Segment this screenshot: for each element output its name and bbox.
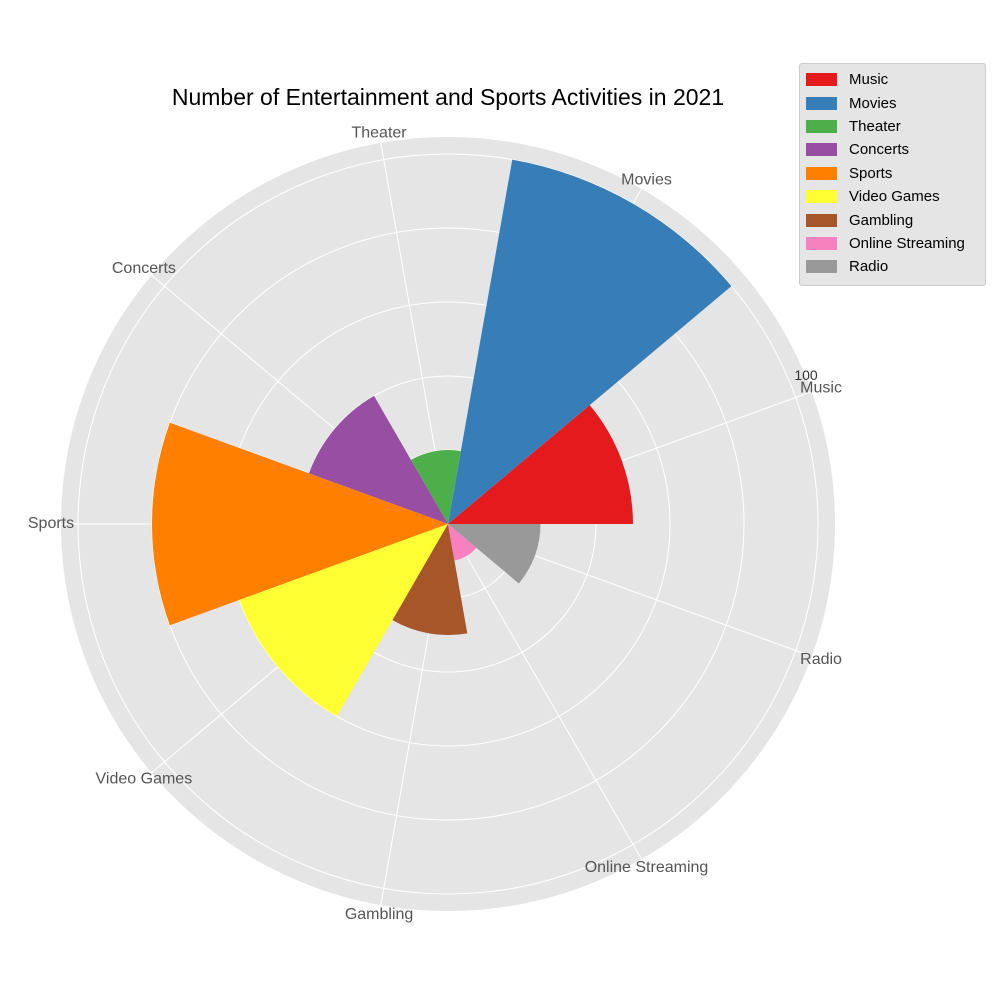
legend-swatch bbox=[806, 119, 837, 133]
legend-swatch bbox=[806, 166, 837, 180]
bar-online-streaming bbox=[448, 524, 477, 561]
legend-swatch bbox=[806, 213, 837, 227]
chart-title: Number of Entertainment and Sports Activ… bbox=[172, 84, 724, 110]
legend-item-sports: Sports bbox=[800, 162, 985, 185]
category-label-radio: Radio bbox=[800, 651, 842, 668]
bar-concerts bbox=[308, 395, 448, 524]
category-label-gambling: Gambling bbox=[345, 906, 413, 923]
legend-item-video-games: Video Games bbox=[800, 185, 985, 208]
category-label-online-streaming: Online Streaming bbox=[585, 859, 709, 876]
legend-swatch bbox=[806, 143, 837, 157]
legend-label: Radio bbox=[849, 258, 889, 276]
category-label-sports: Sports bbox=[28, 515, 74, 532]
legend-item-music: Music bbox=[800, 68, 985, 91]
legend-label: Theater bbox=[849, 117, 901, 135]
legend-label: Online Streaming bbox=[849, 234, 965, 252]
bar-video-games bbox=[239, 524, 448, 717]
legend-item-gambling: Gambling bbox=[800, 208, 985, 231]
category-label-movies: Movies bbox=[621, 171, 672, 188]
legend-item-concerts: Concerts bbox=[800, 138, 985, 161]
category-label-video-games: Video Games bbox=[96, 770, 193, 787]
category-label-theater: Theater bbox=[351, 124, 407, 141]
radial-tick-label: 100 bbox=[794, 367, 818, 383]
legend-label: Movies bbox=[849, 94, 897, 112]
legend-label: Music bbox=[849, 71, 889, 89]
bar-radio bbox=[448, 524, 541, 584]
angular-gridline bbox=[447, 523, 642, 860]
legend-label: Video Games bbox=[849, 188, 940, 206]
legend-item-radio: Radio bbox=[800, 255, 985, 278]
legend: Music Movies Theater Concerts Sports Video Ga… bbox=[799, 63, 986, 286]
legend-swatch bbox=[806, 190, 837, 204]
legend-label: Sports bbox=[849, 164, 893, 182]
legend-swatch bbox=[806, 260, 837, 274]
legend-label: Concerts bbox=[849, 141, 910, 159]
category-label-music: Music bbox=[800, 379, 842, 396]
bar-gambling bbox=[392, 524, 468, 635]
category-label-concerts: Concerts bbox=[112, 260, 176, 277]
bar-sports bbox=[151, 422, 448, 626]
bar-movies bbox=[448, 159, 732, 524]
legend-item-movies: Movies bbox=[800, 91, 985, 114]
bar-music bbox=[448, 405, 633, 524]
legend-swatch bbox=[806, 96, 837, 110]
category-labels: Music Movies Theater Concerts Sports Video Ga… bbox=[28, 124, 842, 923]
legend-swatch bbox=[806, 236, 837, 250]
legend-item-online-streaming: Online Streaming bbox=[800, 232, 985, 255]
legend-swatch bbox=[806, 73, 837, 87]
legend-label: Gambling bbox=[849, 211, 914, 229]
bar-theater bbox=[411, 450, 461, 524]
legend-item-theater: Theater bbox=[800, 115, 985, 138]
bars-group bbox=[151, 159, 732, 717]
